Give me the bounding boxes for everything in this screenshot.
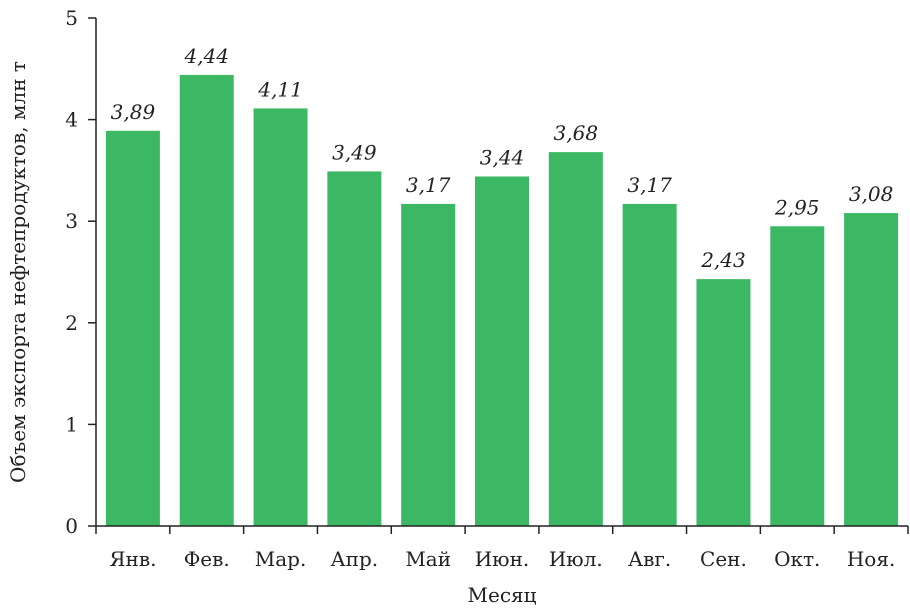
bar-value-label: 3,17 [627, 173, 672, 197]
bar [401, 203, 456, 527]
y-tick-label: 4 [65, 108, 78, 132]
bar [696, 279, 751, 526]
bar-value-label: 2,95 [774, 195, 820, 219]
y-tick-label: 0 [65, 514, 78, 538]
bar [105, 130, 160, 526]
x-tick-label: Май [405, 547, 451, 571]
bar [548, 152, 603, 526]
bar [770, 226, 825, 526]
bar [622, 203, 677, 527]
x-axis-title: Месяц [468, 583, 537, 607]
bar [327, 171, 382, 526]
bar [844, 213, 899, 526]
x-tick-label: Сен. [700, 547, 747, 571]
bar-value-label: 3,49 [332, 140, 377, 164]
y-tick-label: 3 [65, 209, 78, 233]
bar-value-label: 2,43 [700, 248, 746, 272]
x-tick-label: Апр. [331, 547, 379, 571]
x-ticks-group: Янв. Фев. Мар. Апр. Май Июн. Июл. Авг. Сен. Окт. Н… [95, 526, 909, 571]
bar-value-label: 4,44 [183, 44, 229, 68]
y-tick-label: 1 [65, 412, 78, 436]
y-axis-title: Объем экспорта нефтепродуктов, млн т [6, 61, 30, 483]
x-tick-label: Окт. [774, 547, 820, 571]
bar-value-label: 3,68 [554, 121, 599, 145]
x-tick-label: Июл. [549, 547, 603, 571]
bars-group [105, 74, 899, 527]
bar-value-label: 3,44 [480, 145, 525, 169]
y-ticks-group: 0 1 2 3 4 5 [65, 6, 96, 538]
x-tick-label: Ноя. [847, 547, 895, 571]
x-tick-label: Июн. [475, 547, 530, 571]
x-tick-label: Фев. [184, 547, 230, 571]
bar-value-label: 3,08 [849, 182, 894, 206]
value-labels-group: 3,89 4,44 4,11 3,49 3,17 3,44 3,68 3,17 2,43 2,95… [111, 44, 894, 272]
bar [253, 108, 308, 526]
bar [179, 74, 234, 526]
x-tick-label: Янв. [109, 547, 156, 571]
y-tick-label: 5 [65, 6, 78, 30]
bar-value-label: 3,17 [406, 173, 451, 197]
x-tick-label: Мар. [255, 547, 307, 571]
y-tick-label: 2 [65, 311, 78, 335]
bar [475, 176, 529, 526]
x-tick-label: Авг. [628, 547, 671, 571]
bar-value-label: 3,89 [111, 100, 156, 124]
bar-value-label: 4,11 [257, 77, 303, 101]
